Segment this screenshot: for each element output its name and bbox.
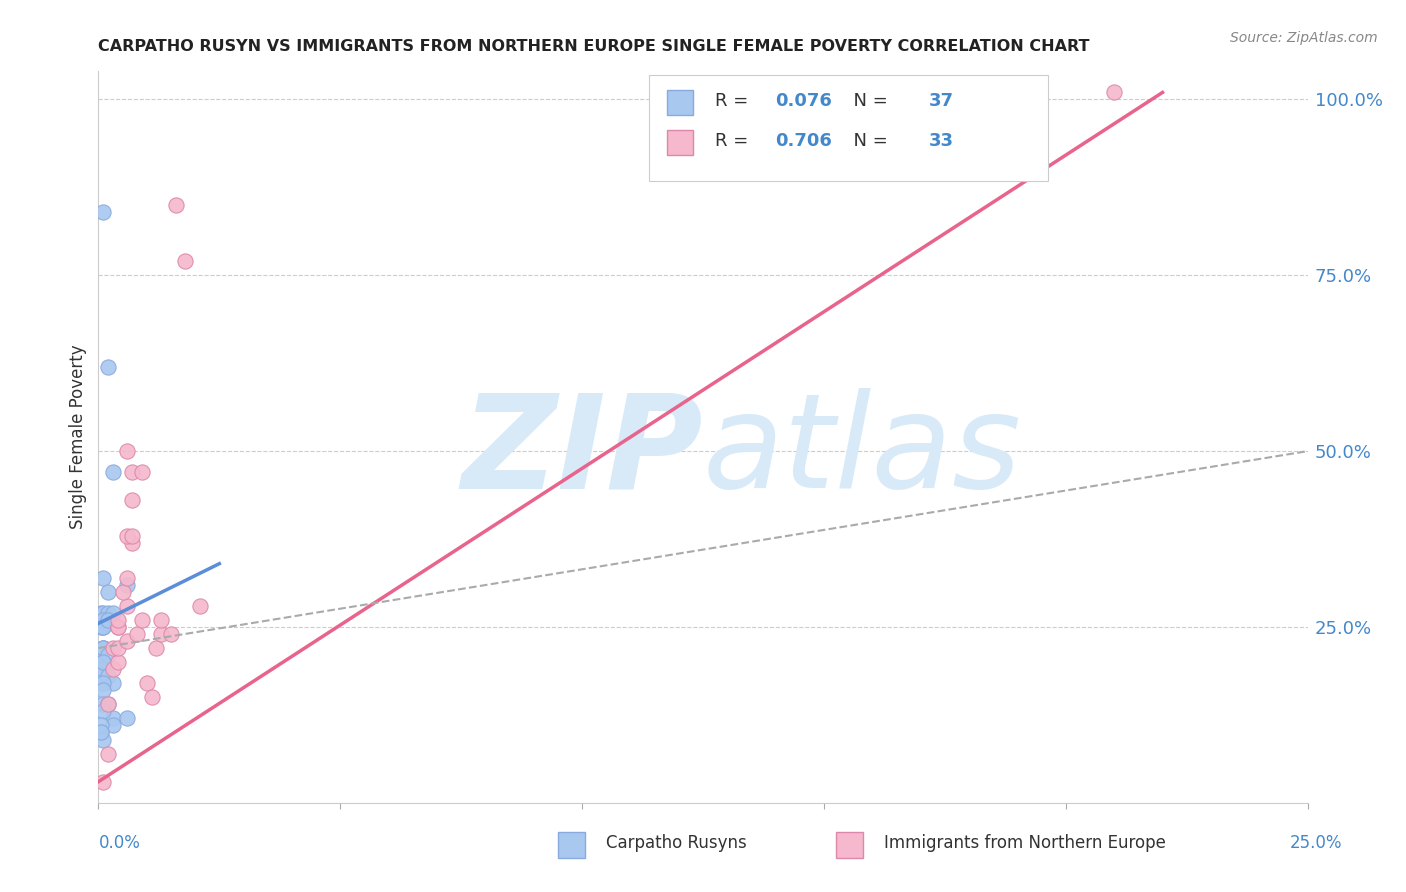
Point [91, 676, 114, 690]
Point [97, 747, 120, 761]
Point [101, 641, 124, 656]
Point [97, 613, 120, 627]
Point [165, 198, 187, 212]
Point [90, 725, 112, 739]
Point [97, 698, 120, 712]
Point [91, 655, 114, 669]
Point [91, 620, 114, 634]
Point [174, 254, 197, 268]
Point [117, 634, 139, 648]
Point [117, 571, 139, 585]
Text: 0.076: 0.076 [776, 92, 832, 110]
Y-axis label: Single Female Poverty: Single Female Poverty [69, 345, 87, 529]
Point [150, 627, 173, 641]
Point [150, 613, 173, 627]
Text: R =: R = [716, 132, 754, 150]
Point [117, 528, 139, 542]
Point [97, 669, 120, 683]
Point [145, 641, 167, 656]
Point [117, 578, 139, 592]
Point [1102, 86, 1125, 100]
Point [91, 662, 114, 676]
Point [107, 613, 129, 627]
Point [107, 641, 129, 656]
Point [91, 705, 114, 719]
Point [107, 620, 129, 634]
Text: Source: ZipAtlas.com: Source: ZipAtlas.com [1230, 31, 1378, 45]
Point [97, 698, 120, 712]
Point [160, 627, 183, 641]
Point [111, 584, 134, 599]
Point [121, 493, 143, 508]
Point [121, 535, 143, 549]
Point [101, 606, 124, 620]
Point [91, 606, 114, 620]
Point [107, 620, 129, 634]
Point [121, 528, 143, 542]
Point [117, 599, 139, 613]
Point [101, 662, 124, 676]
Point [91, 205, 114, 219]
Text: 0.706: 0.706 [776, 132, 832, 150]
Point [91, 613, 114, 627]
Point [117, 444, 139, 458]
Point [107, 655, 129, 669]
Point [91, 683, 114, 698]
Point [101, 718, 124, 732]
Point [91, 641, 114, 656]
Point [97, 584, 120, 599]
Text: Immigrants from Northern Europe: Immigrants from Northern Europe [884, 834, 1166, 852]
Point [91, 774, 114, 789]
Bar [666, 90, 693, 115]
Point [101, 676, 124, 690]
Point [131, 613, 153, 627]
Point [91, 698, 114, 712]
Point [188, 599, 211, 613]
Point [90, 725, 112, 739]
Bar [558, 832, 585, 858]
Point [97, 359, 120, 374]
Point [101, 711, 124, 725]
Text: CARPATHO RUSYN VS IMMIGRANTS FROM NORTHERN EUROPE SINGLE FEMALE POVERTY CORRELAT: CARPATHO RUSYN VS IMMIGRANTS FROM NORTHE… [98, 38, 1090, 54]
Point [97, 648, 120, 662]
Text: N =: N = [842, 132, 894, 150]
Point [121, 465, 143, 479]
Point [91, 732, 114, 747]
Point [131, 465, 153, 479]
Point [91, 641, 114, 656]
Point [91, 655, 114, 669]
Text: atlas: atlas [703, 388, 1022, 516]
Bar [666, 130, 693, 155]
Point [91, 641, 114, 656]
Bar [837, 832, 863, 858]
Point [135, 676, 157, 690]
Text: Carpatho Rusyns: Carpatho Rusyns [606, 834, 747, 852]
Text: 37: 37 [929, 92, 955, 110]
Point [127, 627, 149, 641]
Point [90, 620, 112, 634]
Point [90, 718, 112, 732]
Text: 33: 33 [929, 132, 955, 150]
Point [91, 669, 114, 683]
Bar [648, 75, 1047, 181]
Text: ZIP: ZIP [461, 388, 703, 516]
Text: 0.0%: 0.0% [98, 834, 141, 852]
Point [91, 571, 114, 585]
Text: 25.0%: 25.0% [1291, 834, 1343, 852]
Point [141, 690, 163, 705]
Point [117, 711, 139, 725]
Text: R =: R = [716, 92, 754, 110]
Point [91, 620, 114, 634]
Point [97, 606, 120, 620]
Point [101, 465, 124, 479]
Text: N =: N = [842, 92, 894, 110]
Point [90, 606, 112, 620]
